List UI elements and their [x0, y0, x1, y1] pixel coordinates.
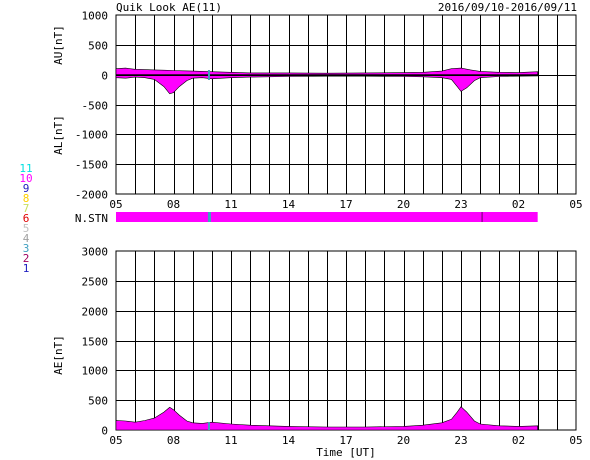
y-tick-label: 1000: [82, 365, 109, 378]
x-tick-label: 17: [339, 198, 352, 211]
station-panel: N.STN: [75, 212, 538, 225]
station-code-1: 1: [23, 262, 30, 275]
y-tick-label: 2000: [82, 306, 109, 319]
y-tick-label: 3000: [82, 246, 109, 259]
y-tick-label: 1000: [82, 10, 109, 23]
x-tick-label: 02: [512, 434, 525, 447]
station-code-2: 2: [23, 252, 30, 265]
y-tick-label: 0: [101, 70, 108, 83]
x-axis-title: Time [UT]: [316, 446, 376, 459]
x-tick-label: 11: [224, 198, 237, 211]
y-tick-label: -1000: [75, 129, 108, 142]
x-tick-label: 14: [282, 434, 296, 447]
station-code-9: 9: [23, 182, 30, 195]
station-code-11: 11: [19, 162, 32, 175]
station-code-6: 6: [23, 212, 30, 225]
x-tick-label: 20: [397, 434, 410, 447]
station-label: N.STN: [75, 212, 108, 225]
station-bar: [116, 212, 538, 222]
y-tick-label: -2000: [75, 189, 108, 202]
x-tick-label: 23: [454, 434, 467, 447]
al-axis-label: AL[nT]: [52, 115, 65, 155]
x-tick-label: 17: [339, 434, 352, 447]
chart-title: Quik Look AE(11): [116, 1, 222, 14]
station-code-8: 8: [23, 192, 30, 205]
station-code-5: 5: [23, 222, 30, 235]
y-tick-label: 2500: [82, 276, 109, 289]
y-tick-label: -500: [82, 100, 109, 113]
series-ae-area: [115, 406, 538, 431]
x-tick-label: 05: [569, 434, 582, 447]
x-tick-label: 05: [109, 434, 122, 447]
x-tick-label: 23: [454, 198, 467, 211]
y-tick-label: 0: [101, 425, 108, 438]
y-tick-label: -1500: [75, 159, 108, 172]
y-tick-label: 500: [88, 40, 108, 53]
y-tick-label: 1500: [82, 336, 109, 349]
x-tick-label: 02: [512, 198, 525, 211]
x-tick-label: 20: [397, 198, 410, 211]
series-au-area: [115, 67, 538, 75]
x-tick-label: 08: [167, 198, 180, 211]
x-tick-label: 08: [167, 434, 180, 447]
station-marker: [207, 212, 211, 222]
station-code-7: 7: [23, 202, 30, 215]
x-tick-label: 11: [224, 434, 237, 447]
y-tick-label: 500: [88, 395, 108, 408]
station-code-10: 10: [19, 172, 32, 185]
series-al-area: [115, 74, 538, 95]
ae-axis-label: AE[nT]: [52, 335, 65, 375]
date-range: 2016/09/10-2016/09/11: [438, 1, 577, 14]
x-tick-label: 05: [109, 198, 122, 211]
au-axis-label: AU[nT]: [52, 25, 65, 65]
x-tick-label: 14: [282, 198, 296, 211]
station-code-4: 4: [23, 232, 30, 245]
station-code-3: 3: [23, 242, 30, 255]
x-tick-label: 05: [569, 198, 582, 211]
